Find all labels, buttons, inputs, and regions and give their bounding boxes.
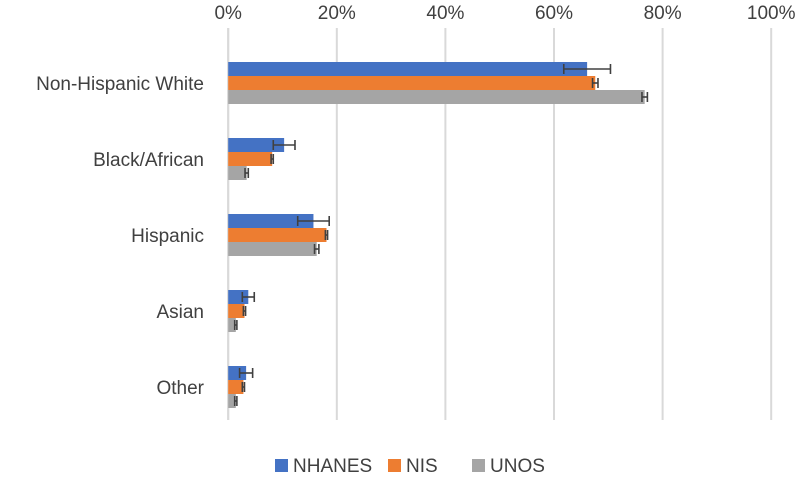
- error-bar: [641, 92, 649, 102]
- category-label: Black/African: [93, 150, 204, 171]
- bar-nhanes: [228, 366, 247, 380]
- error-bar: [238, 368, 254, 378]
- bar-nhanes: [228, 62, 588, 76]
- legend-label: NHANES: [293, 456, 372, 477]
- error-bar: [591, 78, 599, 88]
- legend-label: UNOS: [490, 456, 545, 477]
- error-bar: [296, 216, 330, 226]
- error-bar: [233, 320, 238, 330]
- bar-unos: [228, 90, 645, 104]
- bar-unos: [228, 318, 236, 332]
- category-labels: Non-Hispanic White Black/African Hispanic A…: [36, 74, 205, 399]
- bar-nhanes: [228, 290, 249, 304]
- error-bar: [244, 168, 250, 178]
- error-bar: [270, 154, 275, 164]
- x-tick-label: 60%: [535, 3, 573, 24]
- bar-nis: [228, 228, 327, 242]
- bar-nhanes: [228, 214, 314, 228]
- error-bar: [233, 396, 238, 406]
- legend-swatch-nis: [388, 459, 401, 472]
- error-bar: [313, 244, 320, 254]
- legend-swatch-nhanes: [275, 459, 288, 472]
- x-tick-label: 20%: [318, 3, 356, 24]
- error-bar: [241, 292, 256, 302]
- bar-unos: [228, 394, 236, 408]
- error-bar: [242, 306, 247, 316]
- bar-unos: [228, 242, 317, 256]
- legend-label: NIS: [406, 456, 438, 477]
- error-bar: [272, 140, 296, 150]
- x-tick-label: 80%: [644, 3, 682, 24]
- legend: NHANES NIS UNOS: [275, 456, 545, 477]
- x-tick-label: 40%: [426, 3, 464, 24]
- category-label: Hispanic: [131, 226, 204, 247]
- bars: [228, 62, 649, 408]
- bar-nis: [228, 304, 245, 318]
- bar-nis: [228, 152, 273, 166]
- bar-nhanes: [228, 138, 285, 152]
- bar-unos: [228, 166, 247, 180]
- legend-swatch-unos: [472, 459, 485, 472]
- bar-nis: [228, 76, 596, 90]
- category-label: Non-Hispanic White: [36, 74, 204, 95]
- x-axis-ticks: 0% 20% 40% 60% 80% 100%: [214, 3, 795, 24]
- error-bar: [241, 382, 246, 392]
- category-label: Other: [156, 378, 204, 399]
- error-bar: [562, 64, 612, 74]
- x-tick-label: 0%: [214, 3, 242, 24]
- x-tick-label: 100%: [747, 3, 796, 24]
- bar-nis: [228, 380, 244, 394]
- error-bar: [324, 230, 329, 240]
- category-label: Asian: [156, 302, 204, 323]
